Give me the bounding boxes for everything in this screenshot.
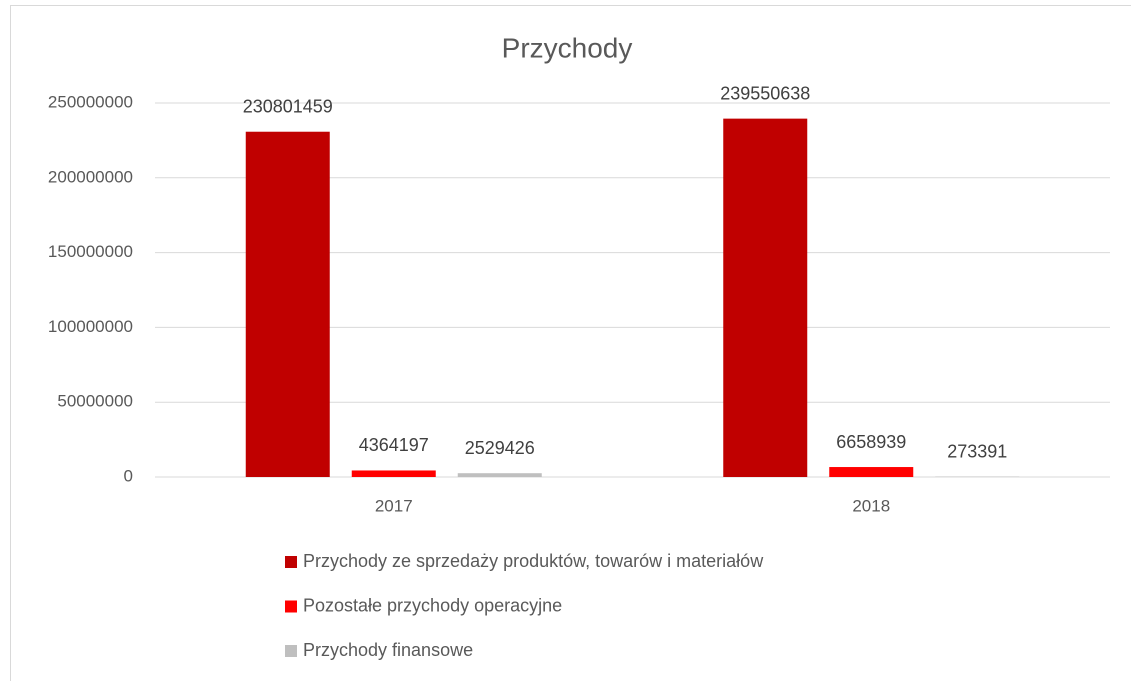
legend-swatch — [285, 556, 297, 568]
bar — [829, 467, 914, 477]
legend-swatch — [285, 600, 297, 613]
data-label: 230801459 — [243, 96, 333, 116]
data-label: 273391 — [947, 441, 1007, 461]
bar — [723, 118, 808, 477]
bar — [351, 470, 436, 477]
data-label: 6658939 — [836, 432, 906, 452]
y-tick-label: 200000000 — [48, 167, 133, 186]
y-tick-label: 0 — [124, 466, 133, 485]
x-tick-label: 2017 — [375, 496, 413, 515]
legend-label: Przychody finansowe — [303, 640, 473, 660]
bar — [457, 473, 542, 477]
data-label: 4364197 — [359, 435, 429, 455]
y-tick-label: 150000000 — [48, 242, 133, 261]
data-label: 2529426 — [465, 438, 535, 458]
chart-frame — [10, 5, 1131, 681]
legend-swatch — [285, 645, 297, 657]
y-tick-label: 50000000 — [57, 392, 133, 411]
y-tick-label: 250000000 — [48, 92, 133, 111]
x-tick-label: 2018 — [852, 496, 890, 515]
y-tick-label: 100000000 — [48, 317, 133, 336]
data-label: 239550638 — [720, 83, 810, 103]
legend-label: Pozostałe przychody operacyjne — [303, 595, 562, 615]
bar — [245, 131, 330, 478]
legend-label: Przychody ze sprzedaży produktów, towaró… — [303, 551, 764, 571]
chart-title: Przychody — [502, 32, 633, 63]
